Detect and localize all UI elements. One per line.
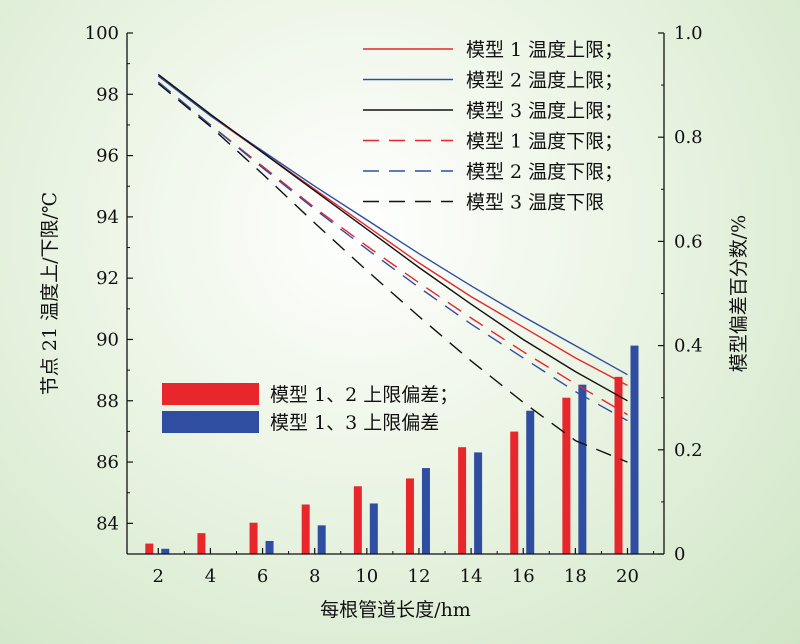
x-axis-title: 每根管道长度/hm bbox=[320, 599, 471, 621]
bar-2-20 bbox=[630, 345, 639, 554]
legend-bar-swatch-2 bbox=[162, 411, 259, 433]
left-tick-label-96: 96 bbox=[96, 146, 119, 167]
left-tick-label-92: 92 bbox=[96, 268, 119, 289]
left-axis-title: 节点 21 温度上/下限/℃ bbox=[39, 192, 61, 395]
series-line-3 bbox=[157, 73, 628, 402]
x-tick-label-4: 4 bbox=[205, 566, 216, 587]
series-line-4 bbox=[157, 81, 628, 416]
legend-line-label-6: 模型 3 温度下限 bbox=[466, 192, 604, 214]
series-line-1 bbox=[157, 75, 628, 387]
right-tick-label-1: 0.2 bbox=[674, 440, 703, 461]
bar-1-6 bbox=[249, 522, 258, 554]
bar-1-16 bbox=[510, 431, 519, 554]
bar-2-8 bbox=[317, 525, 326, 554]
series-line-5 bbox=[157, 81, 628, 422]
legend-bar-label-1: 模型 1、2 上限偏差； bbox=[270, 384, 458, 406]
bar-1-20 bbox=[614, 376, 623, 554]
right-tick-label-3: 0.6 bbox=[674, 231, 703, 252]
x-tick-label-8: 8 bbox=[309, 566, 320, 587]
bar-2-14 bbox=[474, 452, 483, 554]
bar-1-12 bbox=[405, 478, 414, 554]
left-tick-label-84: 84 bbox=[96, 513, 119, 534]
right-tick-label-0: 0 bbox=[674, 544, 685, 565]
left-tick-label-94: 94 bbox=[96, 207, 119, 228]
right-axis-title: 模型偏差百分数/% bbox=[728, 215, 750, 372]
bar-2-10 bbox=[369, 503, 378, 554]
bar-2-16 bbox=[526, 410, 535, 554]
bar-2-12 bbox=[421, 468, 430, 554]
bar-1-10 bbox=[353, 486, 362, 554]
x-tick-label-14: 14 bbox=[460, 566, 483, 587]
bar-2-6 bbox=[265, 540, 274, 554]
x-tick-label-12: 12 bbox=[408, 566, 431, 587]
legend-line-label-3: 模型 3 温度上限； bbox=[466, 100, 623, 122]
x-tick-label-6: 6 bbox=[257, 566, 268, 587]
bar-2-18 bbox=[578, 384, 587, 554]
legend-line-label-4: 模型 1 温度下限； bbox=[466, 131, 623, 153]
legend-bar-swatch-1 bbox=[162, 383, 259, 405]
left-tick-label-90: 90 bbox=[96, 329, 119, 350]
legend-bar-label-2: 模型 1、3 上限偏差 bbox=[270, 412, 439, 434]
bar-1-18 bbox=[562, 397, 571, 554]
left-tick-label-86: 86 bbox=[96, 452, 119, 473]
left-tick-label-100: 100 bbox=[85, 23, 119, 44]
bar-1-14 bbox=[458, 447, 467, 554]
legend-line-label-2: 模型 2 温度上限； bbox=[466, 70, 623, 92]
right-tick-label-5: 1.0 bbox=[674, 23, 703, 44]
bar-1-8 bbox=[301, 504, 310, 554]
x-tick-label-16: 16 bbox=[512, 566, 535, 587]
bar-1-4 bbox=[197, 533, 206, 554]
left-tick-label-98: 98 bbox=[96, 84, 119, 105]
legend-line-label-1: 模型 1 温度上限； bbox=[466, 39, 623, 61]
left-tick-label-88: 88 bbox=[96, 391, 119, 412]
bar-2-2 bbox=[161, 548, 170, 554]
x-tick-label-10: 10 bbox=[355, 566, 378, 587]
legend-line-label-5: 模型 2 温度下限； bbox=[466, 161, 623, 183]
bar-1-2 bbox=[145, 543, 154, 554]
right-tick-label-4: 0.8 bbox=[674, 127, 703, 148]
x-tick-label-20: 20 bbox=[616, 566, 639, 587]
series-line-6 bbox=[157, 83, 628, 463]
x-tick-label-2: 2 bbox=[153, 566, 164, 587]
right-tick-label-2: 0.4 bbox=[674, 336, 703, 357]
x-tick-label-18: 18 bbox=[564, 566, 587, 587]
